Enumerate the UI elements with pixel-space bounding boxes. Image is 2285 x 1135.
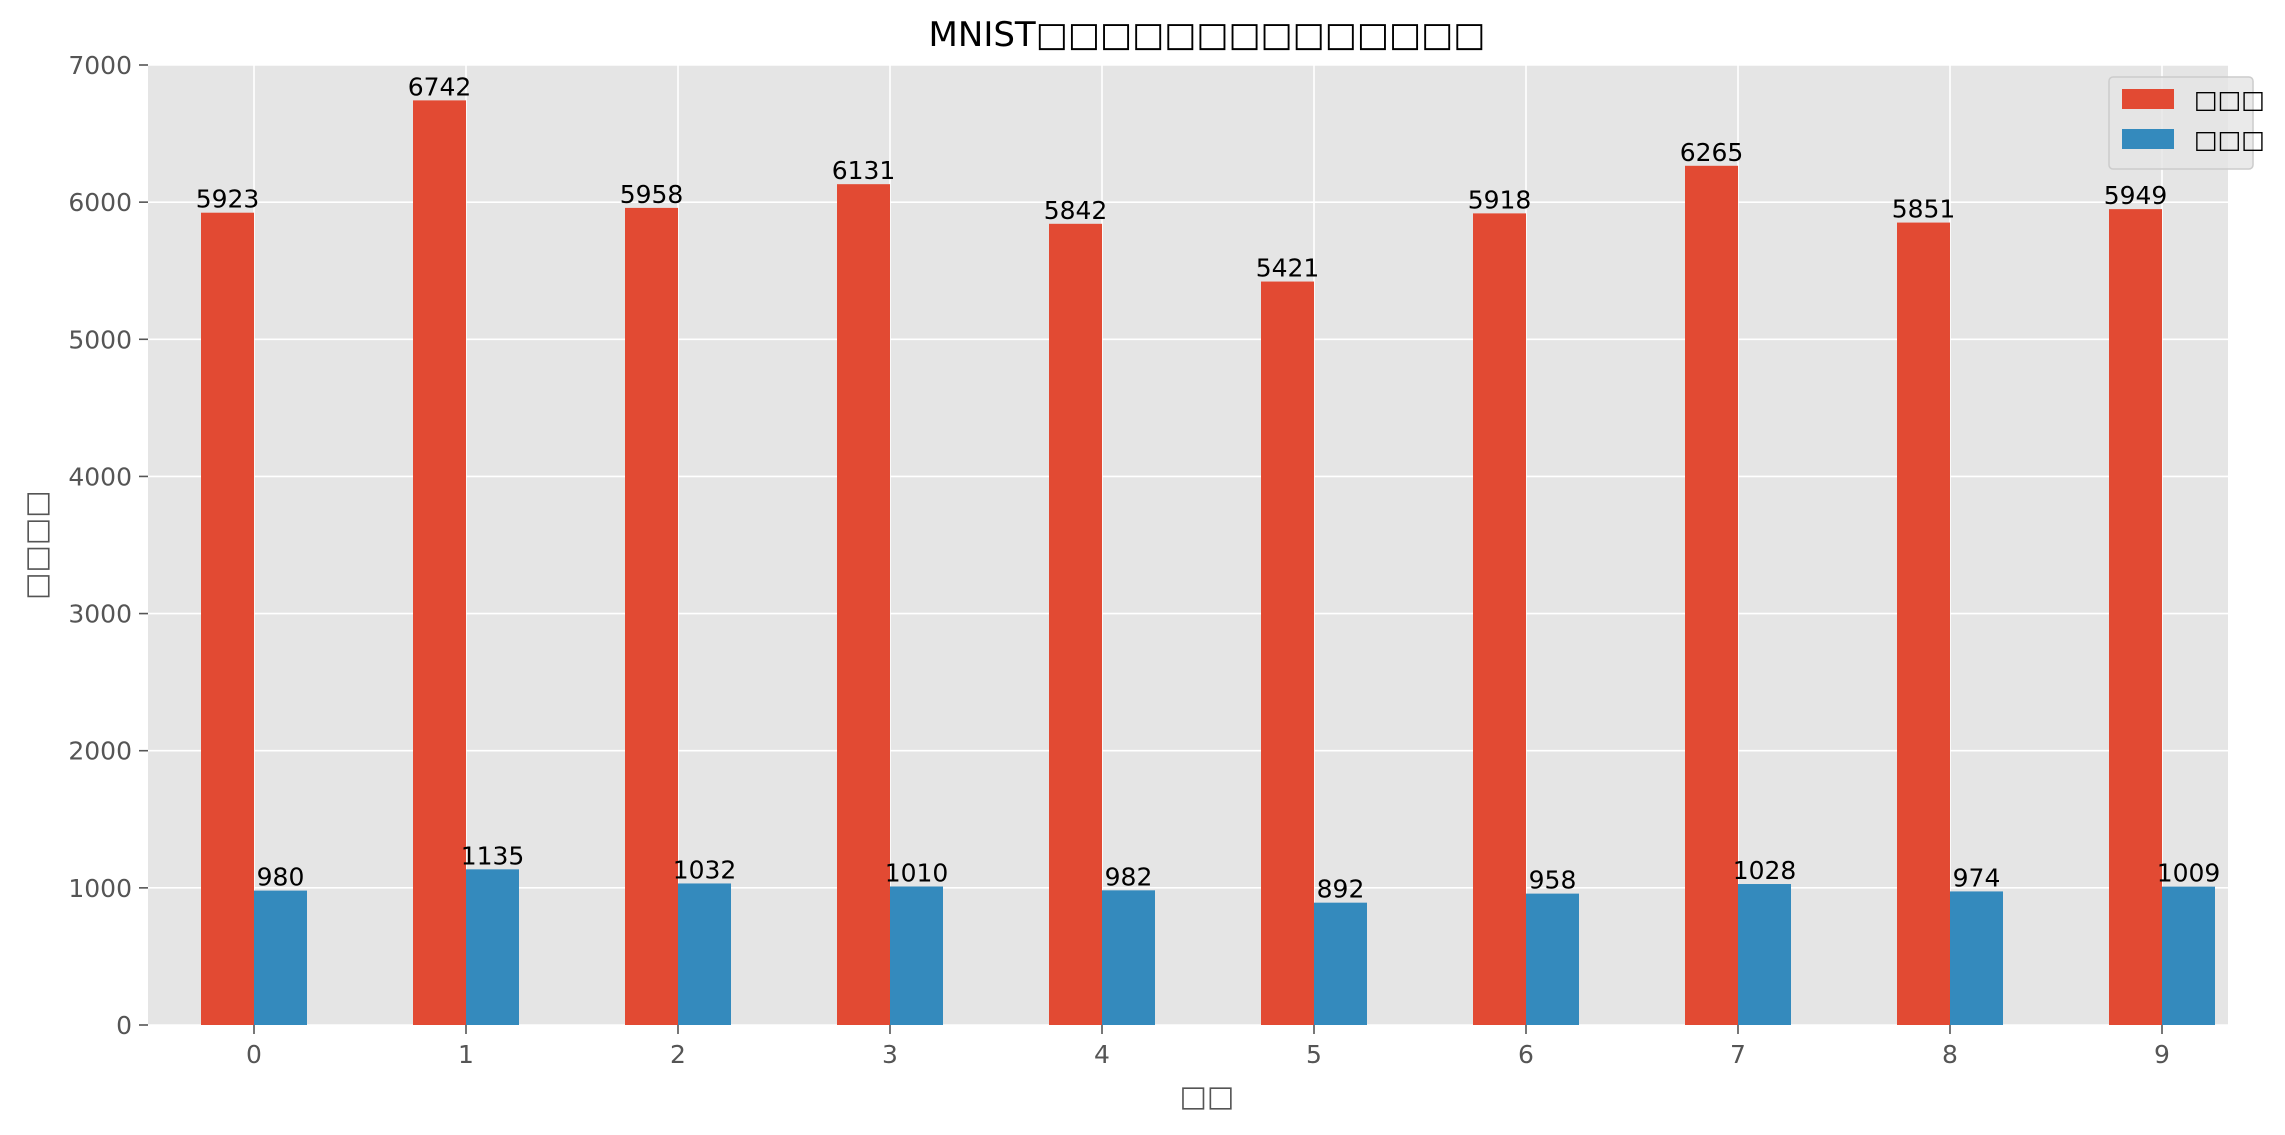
bar-train <box>837 184 890 1026</box>
x-tick-label: 2 <box>670 1040 686 1069</box>
y-axis-label: □□□□ <box>19 490 53 600</box>
data-label: 5918 <box>1468 185 1532 214</box>
x-axis: 0 1 2 3 4 5 6 7 8 9 <box>246 1025 2170 1069</box>
chart-title: MNIST□□□□□□□□□□□□□□ <box>929 15 1486 55</box>
y-tick-label: 5000 <box>68 325 132 354</box>
y-tick-label: 1000 <box>68 874 132 903</box>
bar-test <box>254 890 307 1025</box>
bar-test <box>2162 886 2215 1025</box>
x-tick-label: 3 <box>882 1040 898 1069</box>
data-label: 974 <box>1953 863 2001 892</box>
data-label: 6131 <box>832 156 896 185</box>
legend-swatch-test <box>2122 129 2174 149</box>
bar-test <box>678 883 731 1025</box>
x-tick-label: 6 <box>1518 1040 1534 1069</box>
data-label: 1028 <box>1733 856 1797 885</box>
bar-train <box>1049 223 1102 1026</box>
data-label: 5842 <box>1044 196 1108 225</box>
bar-test <box>466 869 519 1025</box>
data-label: 6742 <box>408 72 472 101</box>
data-label: 5958 <box>620 180 684 209</box>
data-label: 980 <box>257 863 305 892</box>
x-tick-label: 7 <box>1730 1040 1746 1069</box>
data-label: 958 <box>1529 866 1577 895</box>
data-label: 1010 <box>885 858 949 887</box>
bars <box>201 100 2215 1026</box>
y-tick-label: 4000 <box>68 462 132 491</box>
x-tick-label: 5 <box>1306 1040 1322 1069</box>
data-label: 982 <box>1105 862 1153 891</box>
x-tick-label: 8 <box>1942 1040 1958 1069</box>
bar-train <box>625 207 678 1026</box>
y-axis: 0 1000 2000 3000 4000 5000 6000 7000 <box>68 51 148 1040</box>
x-tick-label: 4 <box>1094 1040 1110 1069</box>
data-label: 1135 <box>461 841 525 870</box>
bar-test <box>1102 890 1155 1025</box>
bar-train <box>413 100 466 1025</box>
data-label: 5851 <box>1892 195 1956 224</box>
bar-train <box>1473 213 1526 1026</box>
bar-test <box>1526 893 1579 1025</box>
legend-label-test: □□□ <box>2194 125 2265 154</box>
data-label: 1009 <box>2157 859 2221 888</box>
y-tick-label: 7000 <box>68 51 132 80</box>
data-label: 5421 <box>1256 254 1320 283</box>
data-labels: 5923 6742 5958 6131 5842 5421 5918 6265 5851 5949… <box>196 72 2221 903</box>
bar-train <box>201 212 254 1025</box>
x-tick-label: 0 <box>246 1040 262 1069</box>
bar-test <box>1314 902 1367 1025</box>
x-tick-label: 9 <box>2154 1040 2170 1069</box>
data-label: 6265 <box>1680 138 1744 167</box>
legend: □□□ □□□ <box>2108 76 2265 170</box>
bar-train <box>1261 281 1314 1025</box>
data-label: 1032 <box>673 855 737 884</box>
bar-test <box>890 886 943 1025</box>
bar-test <box>1738 884 1791 1025</box>
data-label: 5949 <box>2104 181 2168 210</box>
y-tick-label: 6000 <box>68 188 132 217</box>
bar-test <box>1950 891 2003 1025</box>
x-axis-label: □□ <box>1180 1079 1235 1113</box>
data-label: 892 <box>1317 875 1365 904</box>
bar-train <box>1897 222 1950 1025</box>
y-tick-label: 0 <box>116 1011 132 1040</box>
plot-background <box>148 65 2228 1025</box>
y-tick-label: 2000 <box>68 737 132 766</box>
legend-label-train: □□□ <box>2194 85 2265 114</box>
data-label: 5923 <box>196 185 260 214</box>
bar-train <box>1685 165 1738 1026</box>
y-tick-label: 3000 <box>68 600 132 629</box>
x-tick-label: 1 <box>458 1040 474 1069</box>
bar-train <box>2109 209 2162 1025</box>
legend-swatch-train <box>2122 89 2174 109</box>
